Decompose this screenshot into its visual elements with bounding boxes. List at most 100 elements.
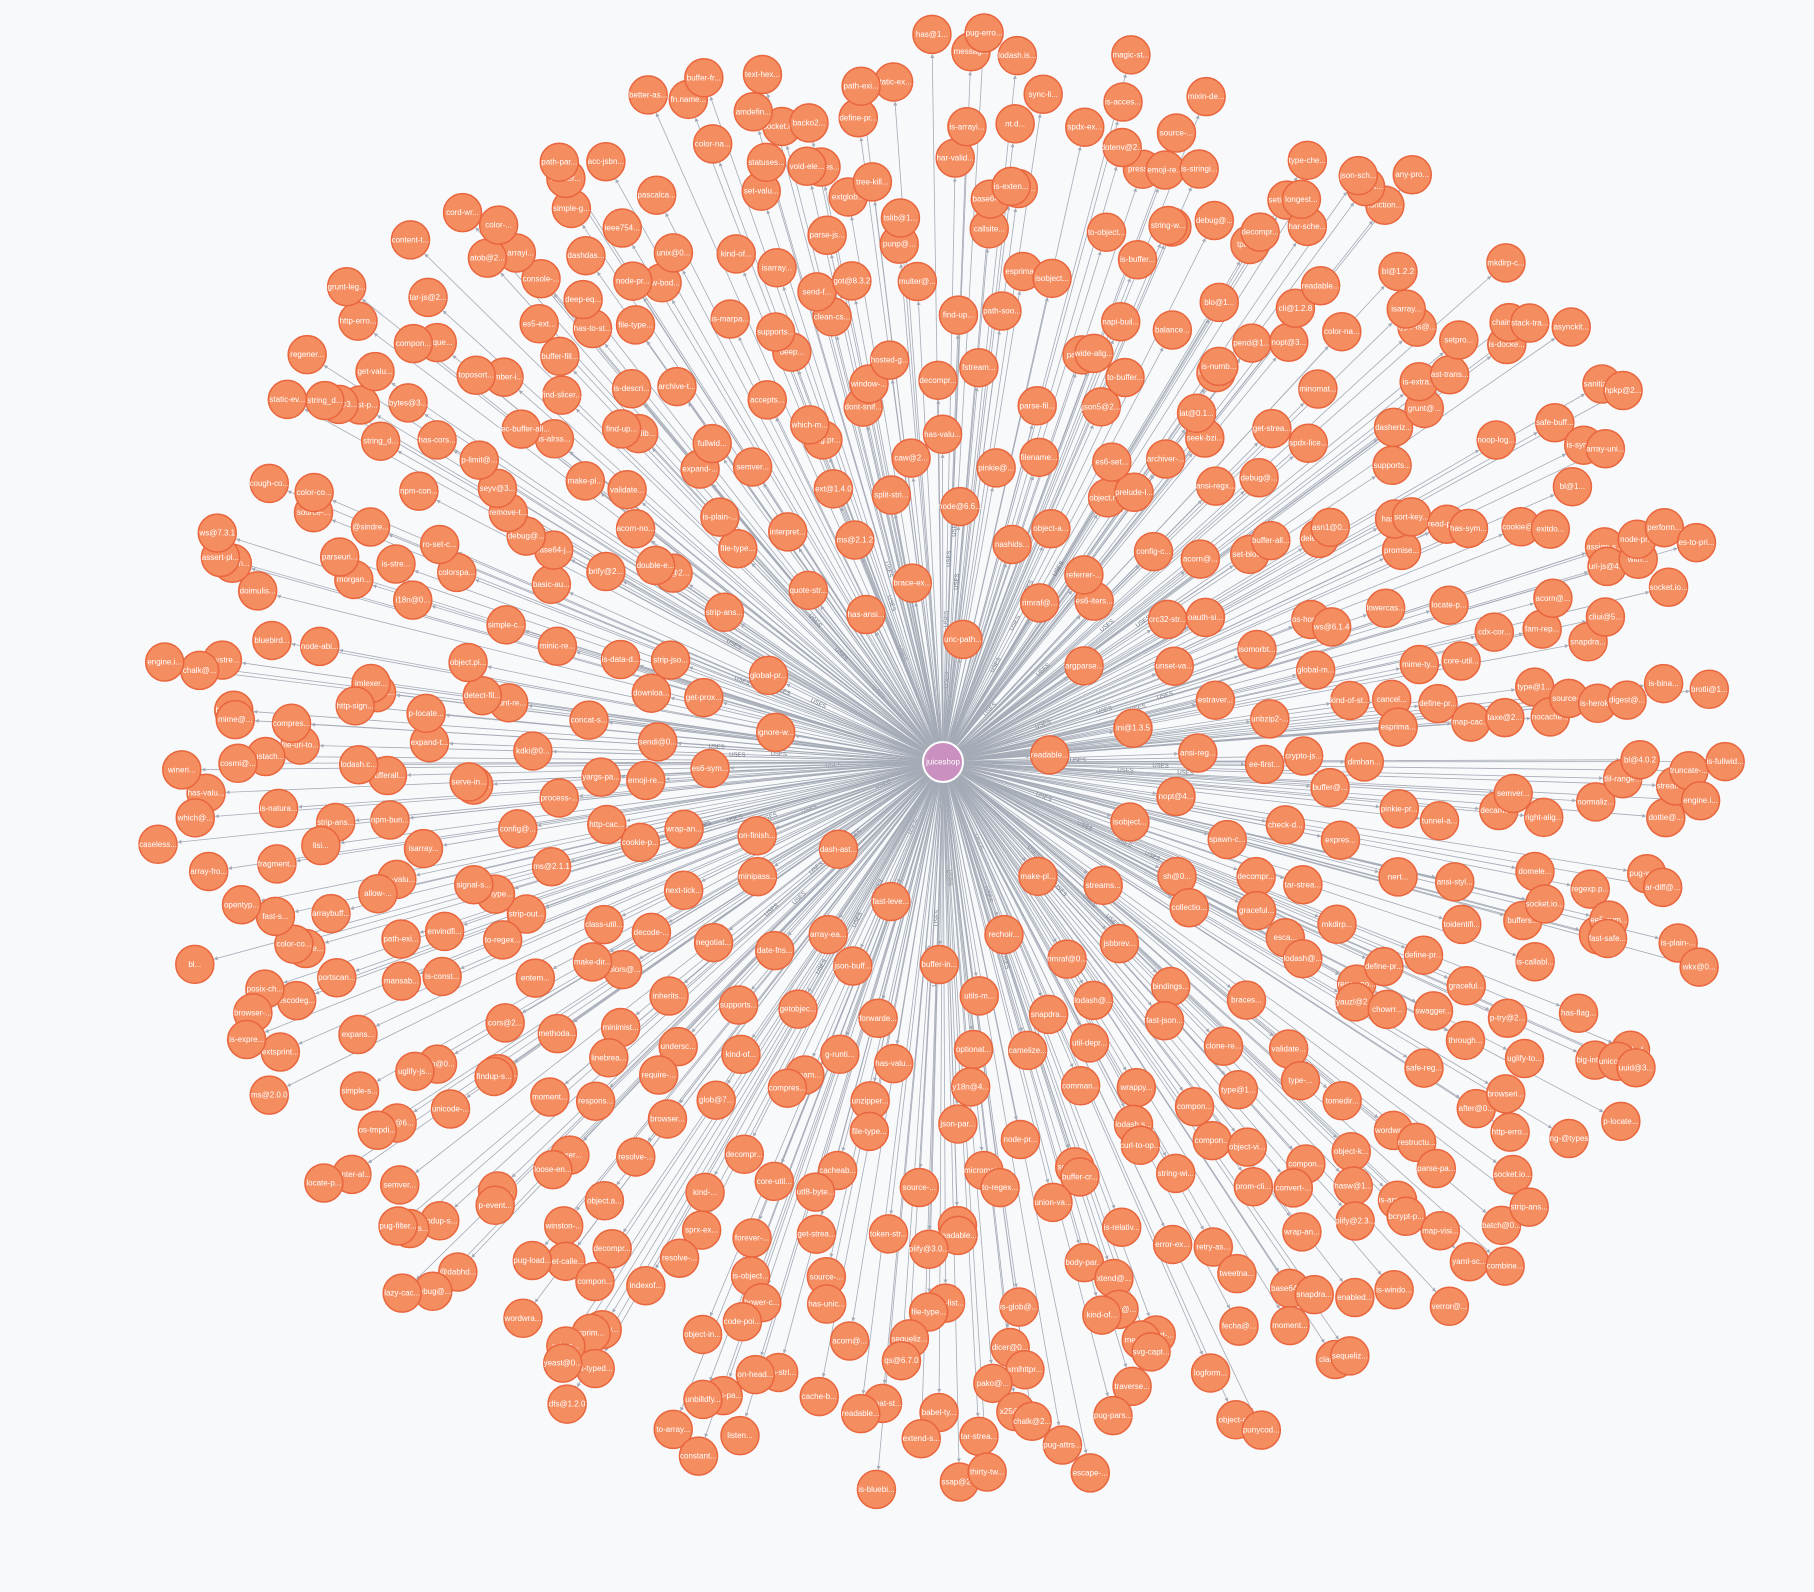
dependency-node[interactable]: to-regex... <box>482 920 523 960</box>
dependency-node[interactable]: sendi@0... <box>638 722 678 762</box>
dependency-node-circle[interactable] <box>835 520 875 560</box>
dependency-node-circle[interactable] <box>1294 1274 1335 1315</box>
dependency-node[interactable]: ansi-regx... <box>1196 466 1236 506</box>
dependency-node-circle[interactable] <box>1237 629 1277 670</box>
dependency-node-circle[interactable] <box>767 1068 808 1108</box>
dependency-node-circle[interactable] <box>953 1029 994 1070</box>
dependency-node[interactable]: make-pl... <box>1018 856 1058 897</box>
dependency-node-circle[interactable] <box>685 1172 725 1213</box>
dependency-node[interactable]: arraybuff... <box>311 893 351 934</box>
dependency-node-circle[interactable] <box>376 544 416 584</box>
dependency-node[interactable]: buffer-fill... <box>540 336 580 377</box>
dependency-node-circle[interactable] <box>537 1013 578 1054</box>
dependency-node-circle[interactable] <box>1493 773 1533 814</box>
dependency-node-circle[interactable] <box>475 1185 515 1226</box>
dependency-node[interactable]: camelize... <box>1007 1030 1048 1071</box>
dependency-node-circle[interactable] <box>1103 82 1143 122</box>
dependency-node[interactable]: tree-kill... <box>852 162 893 202</box>
dependency-node-circle[interactable] <box>1275 288 1316 329</box>
dependency-node[interactable]: is-callabl... <box>1515 942 1555 982</box>
dependency-node[interactable]: blo@1... <box>1199 282 1239 323</box>
dependency-node-circle[interactable] <box>735 1354 776 1395</box>
dependency-node-circle[interactable] <box>1155 1153 1196 1194</box>
dependency-node[interactable]: comman... <box>1060 1066 1101 1106</box>
dependency-node[interactable]: emoji-re... <box>626 760 666 801</box>
dependency-node[interactable]: referrer-... <box>1064 555 1104 595</box>
dependency-node-circle[interactable] <box>1241 1410 1282 1450</box>
dependency-node-circle[interactable] <box>846 594 886 635</box>
dependency-node[interactable]: oauth-si... <box>1185 597 1226 638</box>
dependency-node-circle[interactable] <box>1295 650 1336 690</box>
dependency-node[interactable]: map-visi... <box>1420 1211 1461 1251</box>
dependency-node[interactable]: node-pr... <box>1000 1119 1041 1160</box>
dependency-node-circle[interactable] <box>1585 597 1626 637</box>
dependency-node[interactable]: unc-path... <box>943 619 983 660</box>
dependency-node[interactable]: tomedir... <box>1322 1081 1362 1121</box>
dependency-node-circle[interactable] <box>724 1134 765 1175</box>
dependency-node[interactable]: getobjec... <box>778 989 818 1029</box>
dependency-node[interactable]: isobject... <box>1032 258 1072 299</box>
dependency-node[interactable]: rechoir... <box>984 914 1024 955</box>
dependency-node-circle[interactable] <box>1474 612 1515 652</box>
dependency-node-circle[interactable] <box>1378 251 1418 292</box>
dependency-node-circle[interactable] <box>841 66 881 106</box>
dependency-node-circle[interactable] <box>1269 322 1309 363</box>
dependency-node-circle[interactable] <box>1227 1127 1267 1167</box>
dependency-node-circle[interactable] <box>326 267 367 307</box>
dependency-node[interactable]: dfs@1.2.0 <box>547 1384 587 1424</box>
dependency-node[interactable]: yeast@0... <box>543 1343 583 1383</box>
dependency-node-circle[interactable] <box>1032 258 1072 299</box>
dependency-node[interactable]: json-par... <box>938 1104 978 1144</box>
dependency-node-circle[interactable] <box>255 896 296 937</box>
dependency-node[interactable]: os-tmpdi... <box>357 1110 398 1150</box>
dependency-node-circle[interactable] <box>943 619 983 660</box>
dependency-node-circle[interactable] <box>891 438 931 478</box>
dependency-node[interactable]: loose-en... <box>533 1149 573 1190</box>
dependency-node[interactable]: http-erro... <box>1490 1112 1530 1152</box>
dependency-node[interactable]: compon... <box>393 323 434 364</box>
dependency-node[interactable]: ieee754... <box>602 208 642 248</box>
dependency-node[interactable]: moment... <box>1270 1305 1310 1346</box>
dependency-node[interactable]: uglify-to... <box>1504 1038 1545 1079</box>
dependency-node[interactable]: hasw@1... <box>1333 1166 1373 1206</box>
dependency-node[interactable]: engine.i... <box>1680 780 1721 821</box>
dependency-node[interactable]: exitdo... <box>1530 509 1571 549</box>
dependency-node[interactable]: deep-eq... <box>563 279 603 320</box>
dependency-node-circle[interactable] <box>938 295 979 335</box>
dependency-node[interactable]: fstream... <box>959 347 999 388</box>
dependency-node-circle[interactable] <box>1364 946 1404 987</box>
dependency-node-circle[interactable] <box>1322 311 1362 352</box>
dependency-node[interactable]: utils-m... <box>959 976 1000 1016</box>
dependency-node-circle[interactable] <box>947 107 987 147</box>
dependency-node[interactable]: next-tick... <box>663 870 704 911</box>
dependency-node-circle[interactable] <box>1154 646 1194 686</box>
dependency-node[interactable]: detect-fil... <box>462 675 503 716</box>
dependency-node[interactable]: opentyp... <box>221 885 262 925</box>
dependency-node[interactable]: object-vi... <box>1227 1127 1267 1167</box>
dependency-node-circle[interactable] <box>636 175 677 215</box>
dependency-node-circle[interactable] <box>393 323 434 364</box>
dependency-node-circle[interactable] <box>1476 420 1516 460</box>
dependency-node[interactable]: file-type... <box>615 305 656 345</box>
dependency-node-circle[interactable] <box>611 368 652 409</box>
dependency-node[interactable]: logform... <box>1190 1353 1231 1393</box>
dependency-node[interactable]: y18n@4... <box>950 1067 991 1107</box>
dependency-node-circle[interactable] <box>1195 680 1236 720</box>
dependency-node-circle[interactable] <box>1111 35 1151 75</box>
dependency-node[interactable]: pascalca... <box>636 175 677 215</box>
dependency-node-circle[interactable] <box>1192 1120 1232 1161</box>
dependency-node-circle[interactable] <box>1300 266 1341 306</box>
dependency-node-circle[interactable] <box>1070 1453 1111 1493</box>
dependency-node[interactable]: find-up... <box>938 295 979 335</box>
dependency-node[interactable]: better-as... <box>628 75 668 115</box>
dependency-node-circle[interactable] <box>788 570 829 611</box>
dependency-node[interactable]: object.a... <box>584 1181 625 1221</box>
dependency-node[interactable]: color-... <box>478 205 519 245</box>
dependency-node-circle[interactable] <box>732 1218 772 1258</box>
dependency-node[interactable]: prom-cli... <box>1233 1166 1274 1207</box>
dependency-node[interactable]: define-pr... <box>1403 935 1444 975</box>
dependency-node[interactable]: plify@3.0... <box>909 1229 949 1269</box>
dependency-node[interactable]: type-che... <box>1287 140 1328 181</box>
dependency-node-circle[interactable] <box>1186 76 1226 117</box>
dependency-node-circle[interactable] <box>388 383 428 423</box>
